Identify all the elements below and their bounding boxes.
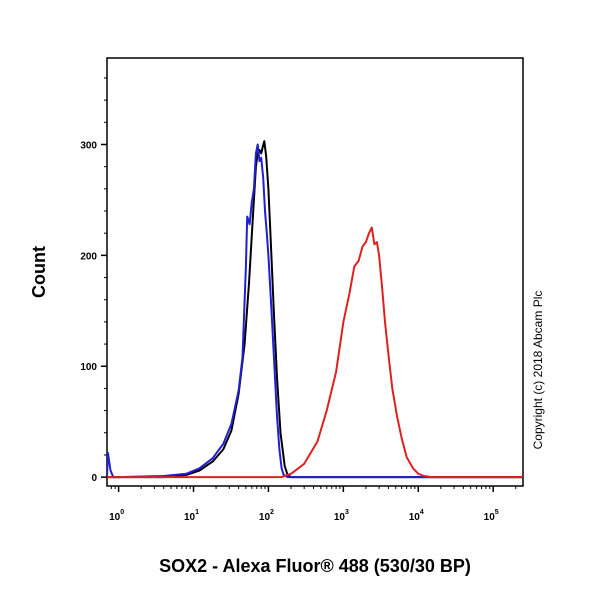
plot-frame <box>106 57 524 487</box>
y-tick-label: 300 <box>80 140 97 151</box>
y-tick-label: 200 <box>80 251 97 262</box>
series-blue <box>107 143 523 479</box>
y-axis-ticks: 0 100 200 300 <box>80 140 107 484</box>
x-tick-label: 101 <box>184 509 199 523</box>
x-tick-label: 100 <box>109 509 124 523</box>
x-axis-ticks: 100 101 102 103 104 105 <box>109 486 517 523</box>
y-minor-ticks <box>104 77 107 456</box>
x-tick-label: 102 <box>259 509 274 523</box>
series-red <box>107 226 523 479</box>
x-tick-label: 104 <box>409 509 424 523</box>
x-tick-label: 103 <box>334 509 349 523</box>
y-axis-title: Count <box>29 246 49 298</box>
copyright-annotation: Copyright (c) 2018 Abcam Plc <box>531 291 545 450</box>
series-layer <box>107 140 523 479</box>
x-tick-label: 105 <box>484 509 499 523</box>
y-tick-label: 100 <box>80 362 97 373</box>
y-tick-label: 0 <box>91 473 97 484</box>
series-black <box>107 140 523 479</box>
x-axis-title: SOX2 - Alexa Fluor® 488 (530/30 BP) <box>159 556 471 576</box>
